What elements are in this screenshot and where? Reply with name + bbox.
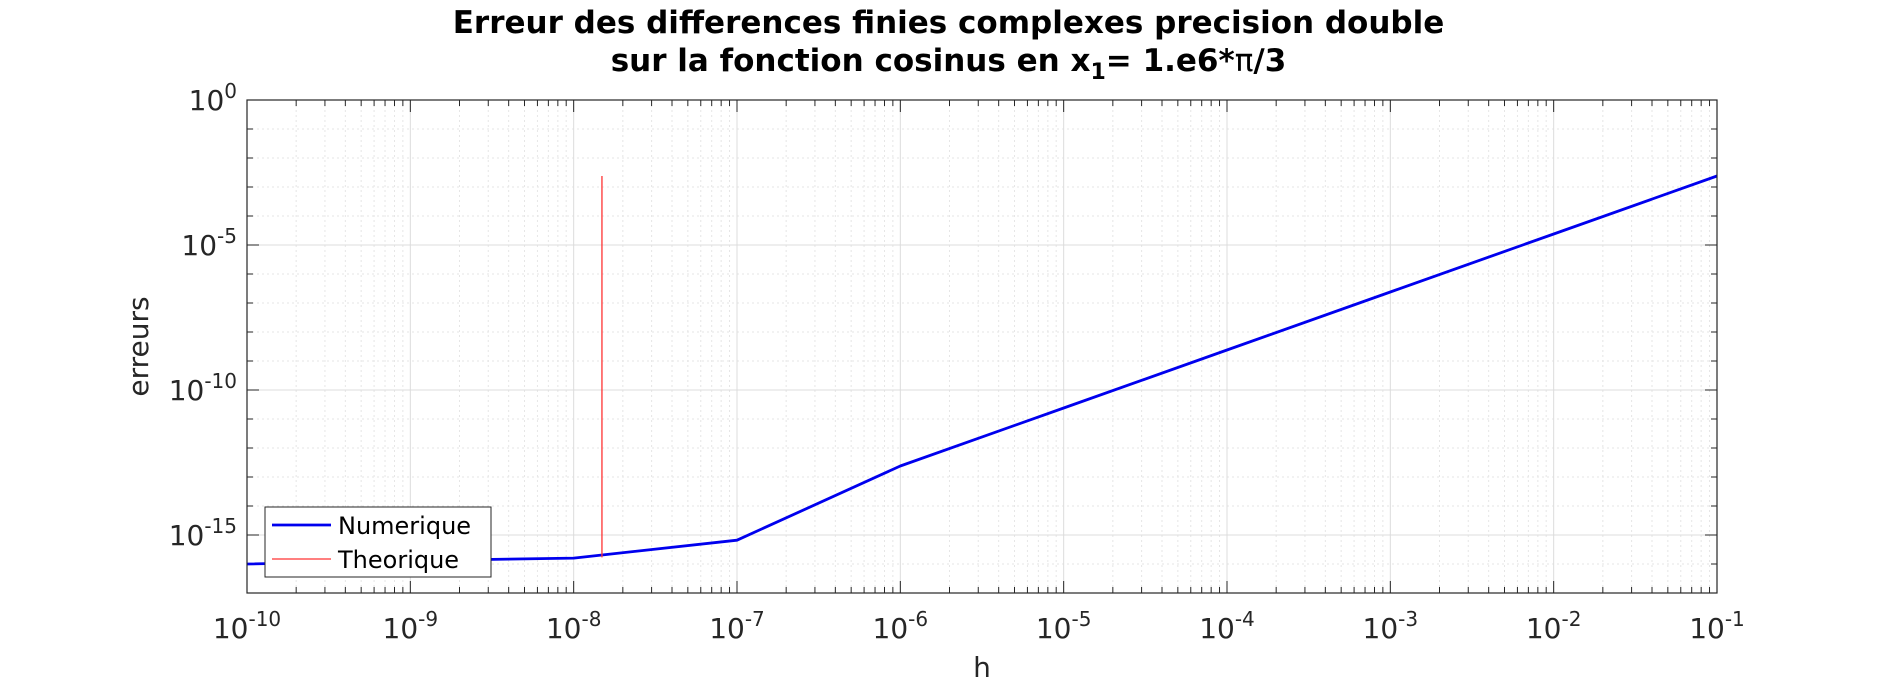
legend: Numerique Theorique bbox=[264, 506, 492, 578]
data-lines bbox=[246, 174, 1718, 566]
x-tick-label: 10-10 bbox=[213, 607, 281, 645]
x-tick-label: 10-6 bbox=[873, 607, 929, 645]
y-axis-label: erreurs bbox=[122, 296, 155, 396]
x-tick-label-base: 10 bbox=[709, 612, 745, 645]
x-tick-label-base: 10 bbox=[873, 612, 909, 645]
x-tick-label: 10-5 bbox=[1036, 607, 1092, 645]
x-tick-label-exponent: -10 bbox=[248, 607, 281, 631]
y-tick-label-exponent: -10 bbox=[204, 369, 237, 393]
y-tick-label: 100 bbox=[189, 79, 237, 117]
legend-box bbox=[264, 506, 492, 578]
y-tick-label: 10-5 bbox=[181, 224, 237, 262]
x-tick-label: 10-8 bbox=[546, 607, 602, 645]
x-tick-label-base: 10 bbox=[1363, 612, 1399, 645]
tick-marks bbox=[246, 99, 1718, 594]
y-tick-label-base: 10 bbox=[181, 229, 217, 262]
x-tick-label-base: 10 bbox=[1689, 612, 1725, 645]
y-tick-label-base: 10 bbox=[189, 84, 225, 117]
title-text-pre: sur la fonction cosinus en x bbox=[610, 43, 1091, 79]
x-tick-label-exponent: -8 bbox=[582, 607, 602, 631]
y-tick-label-exponent: -15 bbox=[204, 514, 237, 538]
title-text-post: /3 bbox=[1253, 43, 1287, 79]
x-tick-label-base: 10 bbox=[546, 612, 582, 645]
x-tick-label-base: 10 bbox=[1199, 612, 1235, 645]
title-text-mid: = 1.e6* bbox=[1105, 43, 1235, 79]
x-tick-label: 10-3 bbox=[1363, 607, 1419, 645]
x-tick-label-exponent: -4 bbox=[1235, 607, 1255, 631]
chart-title-line-1: Erreur des differences finies complexes … bbox=[452, 5, 1445, 41]
x-tick-label-exponent: -9 bbox=[418, 607, 438, 631]
x-tick-label-exponent: -1 bbox=[1725, 607, 1745, 631]
title-pi-symbol: π bbox=[1234, 43, 1254, 79]
x-tick-label-exponent: -5 bbox=[1072, 607, 1092, 631]
x-tick-label-exponent: -7 bbox=[745, 607, 765, 631]
x-tick-label-exponent: -3 bbox=[1398, 607, 1418, 631]
x-tick-label: 10-4 bbox=[1199, 607, 1255, 645]
y-tick-label-base: 10 bbox=[169, 374, 205, 407]
y-tick-label: 10-10 bbox=[169, 369, 237, 407]
x-tick-label-exponent: -2 bbox=[1562, 607, 1582, 631]
axes-frame bbox=[246, 99, 1718, 594]
chart-title-line-2: sur la fonction cosinus en x1= 1.e6*π/3 bbox=[0, 43, 1897, 84]
title-subscript: 1 bbox=[1090, 60, 1106, 85]
x-tick-label: 10-2 bbox=[1526, 607, 1582, 645]
minor-grid bbox=[247, 100, 1717, 594]
x-tick-label: 10-1 bbox=[1689, 607, 1745, 645]
x-axis-label: h bbox=[973, 651, 991, 684]
y-tick-label-exponent: -5 bbox=[217, 224, 237, 248]
x-tick-label: 10-7 bbox=[709, 607, 765, 645]
x-tick-labels: 10-10 10-9 10-8 10-7 10-6 10-5 10-4 10-3 10-2 10-… bbox=[213, 607, 1745, 645]
x-tick-label-base: 10 bbox=[383, 612, 419, 645]
legend-label: Numerique bbox=[338, 512, 471, 540]
y-tick-label-exponent: 0 bbox=[224, 79, 237, 103]
y-tick-label-base: 10 bbox=[169, 519, 205, 552]
x-tick-label-base: 10 bbox=[1036, 612, 1072, 645]
legend-label: Theorique bbox=[337, 546, 459, 574]
x-tick-label: 10-9 bbox=[383, 607, 439, 645]
x-tick-label-base: 10 bbox=[213, 612, 249, 645]
y-tick-label: 10-15 bbox=[169, 514, 237, 552]
series-numerique-line bbox=[246, 174, 1718, 566]
x-tick-label-base: 10 bbox=[1526, 612, 1562, 645]
x-tick-label-exponent: -6 bbox=[908, 607, 928, 631]
